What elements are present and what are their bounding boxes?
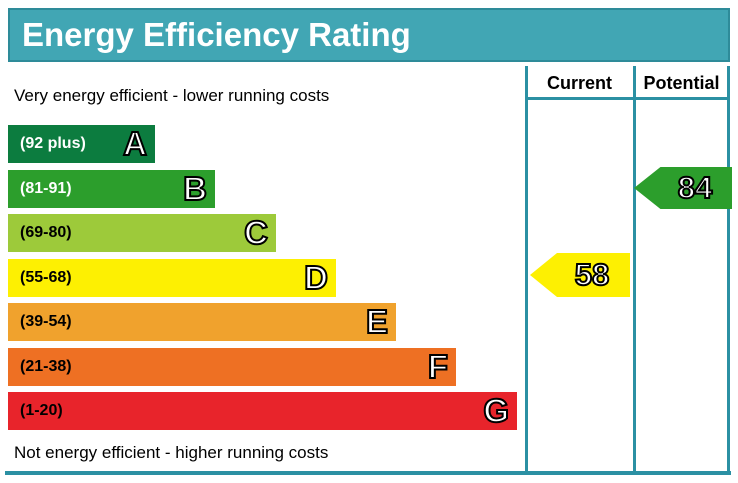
band-range-label: (1-20) bbox=[20, 402, 63, 419]
header-underline bbox=[525, 97, 730, 100]
band-range-label: (69-80) bbox=[20, 224, 72, 241]
band-row-d: (55-68) D bbox=[8, 258, 336, 297]
band-letter: F bbox=[427, 347, 449, 386]
current-rating-arrow: 58 bbox=[530, 253, 630, 297]
band-letter: B bbox=[182, 169, 208, 208]
band-row-c: (69-80) C bbox=[8, 213, 276, 252]
rating-bands: (92 plus) A (81-91) B (69-80) C (55-68) … bbox=[8, 124, 517, 437]
band-range-label: (21-38) bbox=[20, 357, 72, 375]
current-column-header: Current bbox=[546, 72, 612, 93]
band-range-label: (92 plus) bbox=[20, 135, 86, 152]
band-row-e: (39-54) E bbox=[8, 302, 396, 341]
top-caption: Very energy efficient - lower running co… bbox=[14, 86, 330, 105]
band-letter: C bbox=[243, 213, 269, 252]
band-range-label: (81-91) bbox=[20, 179, 72, 197]
band-range-label: (39-54) bbox=[20, 313, 72, 330]
band-row-a: (92 plus) A bbox=[8, 124, 155, 163]
band-range-label: (55-68) bbox=[20, 268, 72, 286]
table-right-border bbox=[727, 66, 730, 474]
potential-column-header: Potential bbox=[643, 72, 720, 93]
band-letter: G bbox=[482, 391, 510, 430]
potential-rating-value: 84 bbox=[677, 169, 714, 206]
band-letter: E bbox=[365, 302, 389, 341]
current-column-left-border bbox=[525, 66, 528, 474]
band-letter: A bbox=[122, 124, 148, 163]
band-letter: D bbox=[303, 258, 329, 297]
chart-bottom-border bbox=[5, 471, 731, 475]
band-row-g: (1-20) G bbox=[8, 391, 517, 430]
band-row-f: (21-38) F bbox=[8, 347, 456, 386]
column-divider bbox=[633, 66, 636, 474]
current-rating-value: 58 bbox=[574, 256, 611, 293]
band-row-b: (81-91) B bbox=[8, 169, 215, 208]
potential-rating-arrow: 84 bbox=[634, 167, 732, 209]
title-bar: Energy Efficiency Rating bbox=[8, 8, 730, 62]
bottom-caption: Not energy efficient - higher running co… bbox=[14, 443, 329, 462]
chart-title: Energy Efficiency Rating bbox=[22, 16, 411, 53]
